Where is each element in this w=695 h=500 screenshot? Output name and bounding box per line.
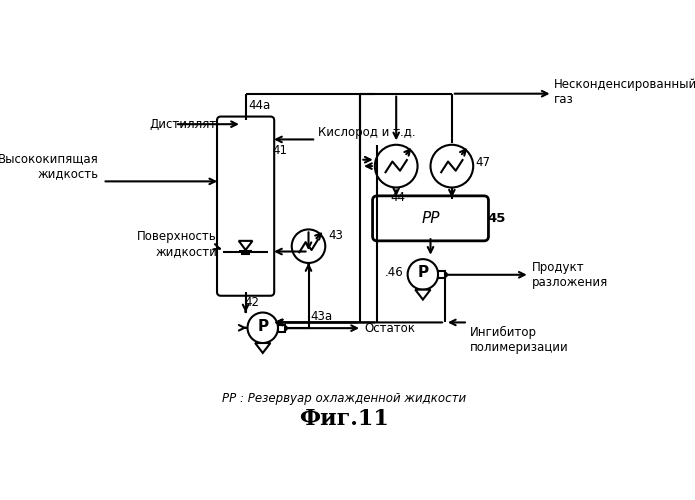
Text: Дистиллят: Дистиллят [149, 118, 217, 130]
Text: 41: 41 [272, 144, 288, 158]
Circle shape [408, 259, 438, 290]
Circle shape [292, 230, 325, 263]
Text: .46: .46 [385, 266, 404, 280]
Polygon shape [255, 343, 270, 353]
Circle shape [430, 145, 473, 188]
Bar [438, 272, 445, 278]
Text: Продукт
разложения: Продукт разложения [532, 261, 608, 289]
Text: 43: 43 [328, 230, 343, 242]
Text: Несконденсированный
газ: Несконденсированный газ [554, 78, 695, 106]
Circle shape [247, 312, 278, 343]
Polygon shape [239, 241, 252, 250]
Text: Фиг.11: Фиг.11 [300, 408, 389, 430]
Text: 44: 44 [390, 192, 405, 204]
FancyBboxPatch shape [217, 116, 275, 296]
Text: 43a: 43a [311, 310, 333, 323]
Circle shape [443, 272, 448, 277]
FancyBboxPatch shape [373, 196, 489, 241]
Text: Поверхность
жидкости: Поверхность жидкости [137, 230, 217, 258]
Circle shape [283, 326, 287, 330]
Bar [223, 252, 268, 290]
Text: Кислород и т.д.: Кислород и т.д. [318, 126, 416, 138]
Bar [278, 324, 285, 332]
Text: P: P [257, 318, 268, 334]
Text: Остаток: Остаток [364, 322, 415, 334]
Text: РР : Резервуар охлажденной жидкости: РР : Резервуар охлажденной жидкости [222, 392, 466, 405]
Text: 47: 47 [475, 156, 491, 169]
Polygon shape [415, 290, 430, 300]
Text: Высококипящая
жидкость: Высококипящая жидкость [0, 152, 99, 180]
Text: P: P [417, 266, 428, 280]
Text: Ингибитор
полимеризации: Ингибитор полимеризации [469, 326, 568, 354]
Text: 44a: 44a [248, 98, 270, 112]
Circle shape [375, 145, 418, 188]
Text: 42: 42 [244, 296, 259, 310]
Text: 45: 45 [488, 212, 506, 225]
Text: PP: PP [421, 211, 440, 226]
